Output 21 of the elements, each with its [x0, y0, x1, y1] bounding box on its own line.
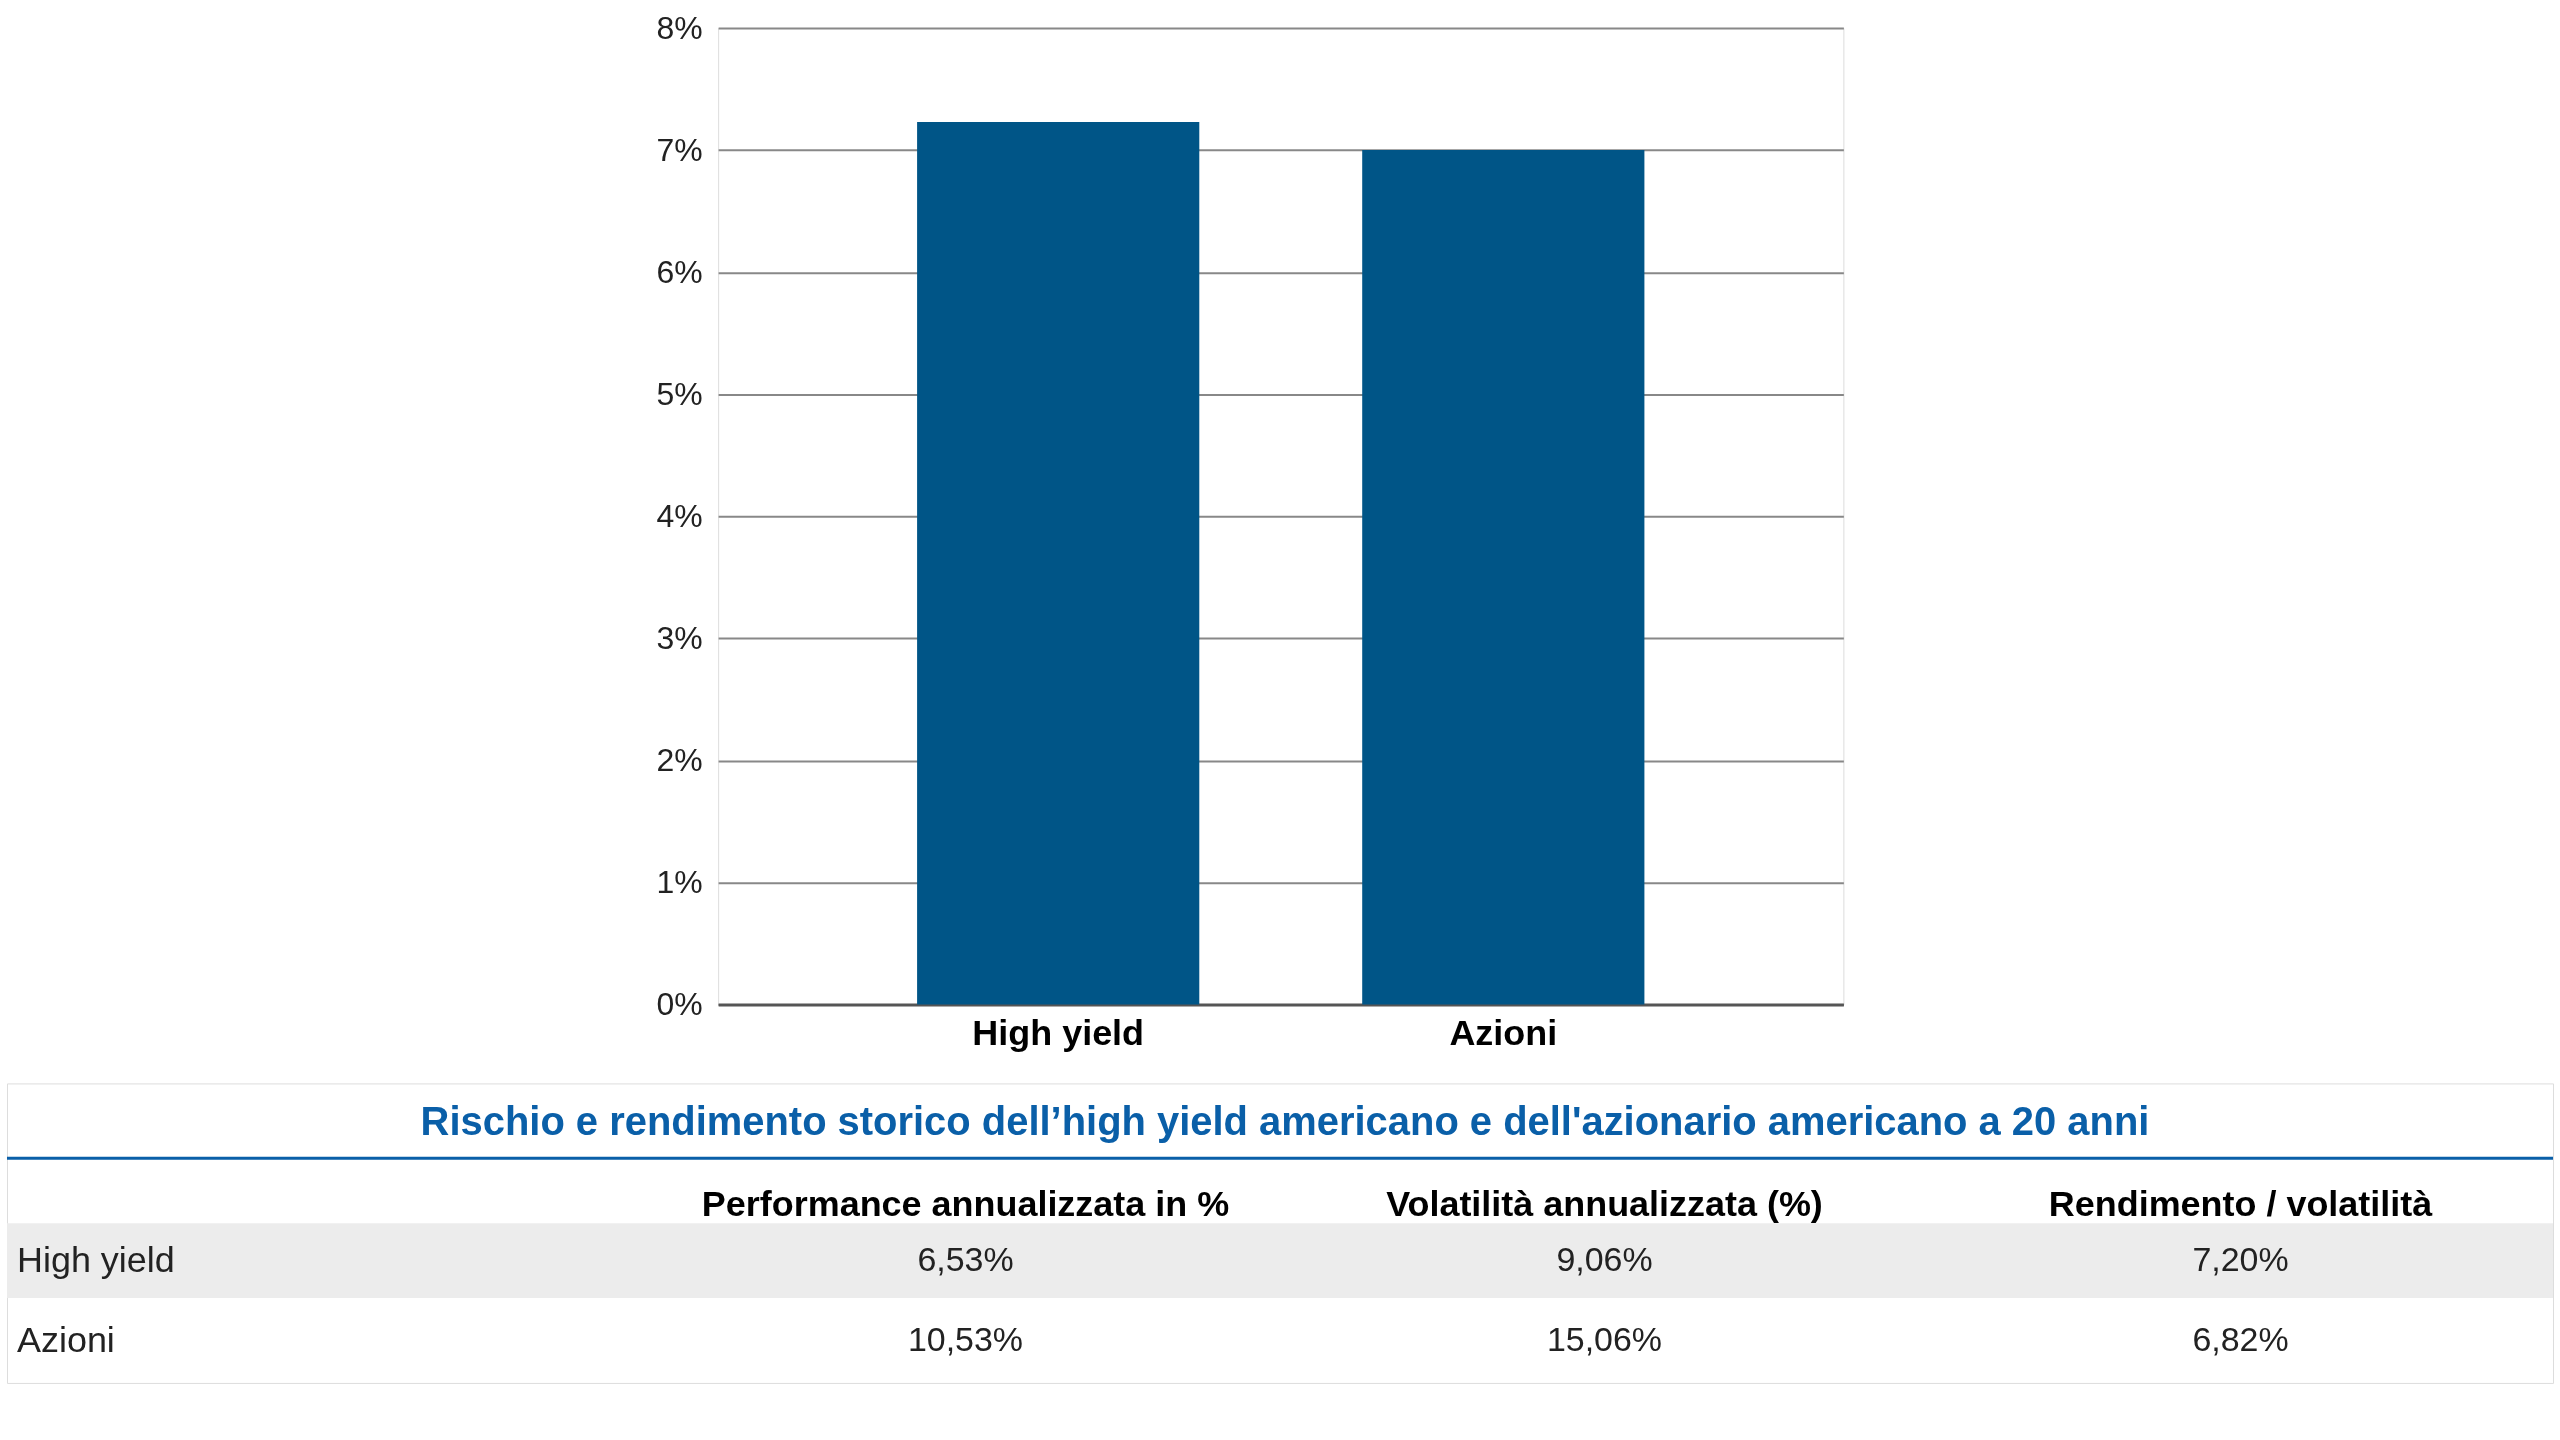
text: 7,20%: [2192, 1240, 2289, 1279]
y-tick-label: 2%: [656, 741, 703, 778]
text: High yield: [16, 1239, 175, 1281]
y-tick-label: 4%: [656, 497, 703, 534]
text: Rischio e rendimento storico dell’high yield americano e dell'azionario americano a 20 anni: [420, 1099, 2150, 1144]
text: 9,06%: [1556, 1240, 1653, 1279]
y-tick-label: 7%: [656, 131, 703, 168]
text: Performance annualizzata in %: [701, 1183, 1230, 1225]
y-tick-label: 6%: [656, 253, 703, 290]
y-tick-label: 3%: [656, 619, 703, 656]
text: 10,53%: [907, 1319, 1024, 1358]
y-tick-label: 8%: [656, 9, 703, 46]
y-tick-label: 1%: [656, 863, 703, 900]
text: Volatilità annualizzata (%): [1386, 1183, 1823, 1225]
text: 6,82%: [2192, 1319, 2289, 1358]
y-tick-label: 0%: [656, 986, 703, 1022]
text: 6,53%: [917, 1240, 1014, 1279]
text: 15,06%: [1546, 1319, 1663, 1358]
text: Azioni: [16, 1318, 115, 1360]
y-tick-label: 5%: [656, 375, 703, 412]
text: Rendimento / volatilità: [2048, 1183, 2434, 1225]
